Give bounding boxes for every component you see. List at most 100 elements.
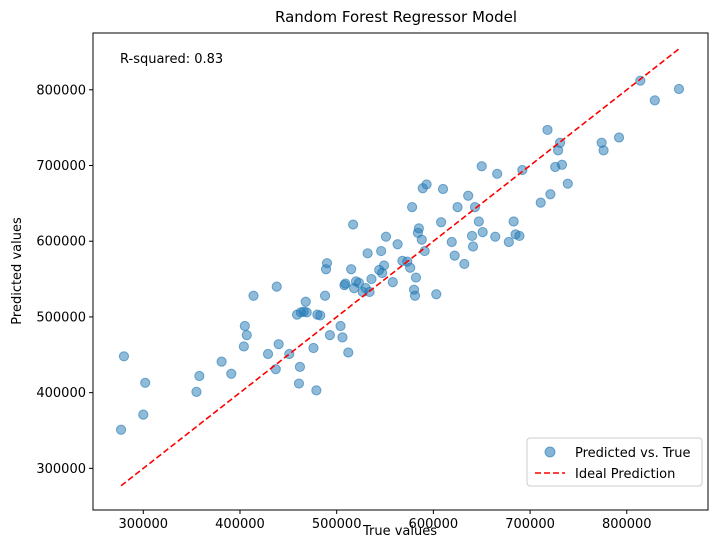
- legend: Predicted vs. True Ideal Prediction: [526, 437, 703, 487]
- scatter-point: [477, 227, 488, 238]
- scatter-point: [273, 339, 284, 350]
- x-tick-label: 600000: [409, 517, 459, 532]
- scatter-point: [556, 159, 568, 170]
- y-axis: 300000 400000 500000 600000 700000 800000: [36, 83, 93, 477]
- x-tick-label: 700000: [505, 517, 555, 532]
- y-tick-label: 500000: [36, 310, 86, 325]
- y-tick-label: 800000: [36, 83, 86, 98]
- scatter-point: [463, 190, 474, 201]
- chart-title: Random Forest Regressor Model: [275, 8, 517, 26]
- plot-area: [92, 32, 709, 511]
- scatter-point: [315, 310, 326, 321]
- scatter-point: [324, 330, 336, 341]
- x-tick-label: 800000: [602, 517, 652, 532]
- scatter-point: [239, 320, 250, 332]
- y-tick-label: 600000: [36, 235, 86, 250]
- scatter-point: [492, 168, 503, 179]
- ideal-prediction-line: [120, 47, 681, 487]
- scatter-point: [508, 216, 519, 227]
- y-tick-label: 400000: [36, 386, 86, 401]
- scatter-point: [293, 378, 305, 389]
- scatter-point: [248, 290, 259, 301]
- scatter-point: [392, 239, 403, 250]
- scatter-point: [416, 234, 427, 245]
- scatter-point: [437, 183, 449, 195]
- scatter-point: [436, 217, 447, 228]
- scatter-point: [337, 332, 348, 343]
- scatter-point: [405, 262, 416, 273]
- x-axis-label: True values: [362, 524, 437, 539]
- scatter-point: [366, 273, 377, 285]
- scatter-point: [613, 132, 625, 143]
- r-squared-annotation: R-squared: 0.83: [120, 52, 223, 67]
- scatter-point: [271, 281, 282, 292]
- scatter-point: [376, 245, 387, 257]
- scatter-point: [294, 361, 306, 372]
- scatter-point: [311, 385, 322, 396]
- scatter-point: [380, 231, 392, 242]
- scatter-point: [598, 145, 609, 156]
- scatter-point: [138, 409, 149, 420]
- x-axis: 300000 400000 500000 600000 700000 800000: [118, 510, 652, 532]
- scatter-point: [467, 241, 479, 252]
- x-tick-label: 400000: [215, 517, 265, 532]
- scatter-point: [387, 277, 398, 288]
- scatter-point: [514, 230, 525, 242]
- scatter-point: [431, 289, 442, 300]
- scatter-point: [241, 330, 252, 341]
- scatter-point: [343, 347, 354, 358]
- scatter-point: [321, 258, 333, 269]
- scatter-point: [140, 377, 151, 388]
- scatter-point: [308, 342, 319, 354]
- scatter-point: [476, 161, 487, 172]
- scatter-point: [262, 348, 274, 360]
- scatter-point: [348, 219, 359, 230]
- scatter-point: [562, 178, 573, 189]
- scatter-point: [216, 356, 227, 367]
- scatter-point: [466, 230, 478, 242]
- scatter-point: [362, 248, 373, 259]
- scatter-point: [473, 216, 484, 227]
- scatter-point: [270, 364, 281, 375]
- scatter-point: [649, 95, 660, 106]
- scatter-point: [319, 290, 331, 301]
- scatter-point: [413, 223, 424, 234]
- scatter-point: [469, 202, 481, 213]
- scatter-point: [115, 424, 127, 435]
- scatter-point: [535, 197, 546, 208]
- scatter-point: [449, 250, 460, 261]
- scatter-point: [346, 264, 357, 275]
- scatter-point: [226, 368, 237, 379]
- scatter-point: [191, 386, 202, 397]
- scatter-point: [459, 258, 470, 270]
- scatter-point: [118, 351, 130, 362]
- y-tick-label: 700000: [36, 159, 86, 174]
- scatter-point: [490, 231, 501, 242]
- y-axis-label: Predicted values: [10, 217, 25, 325]
- scatter-point: [421, 179, 432, 190]
- scatter-point: [238, 341, 249, 352]
- scatter-point: [300, 296, 311, 307]
- scatter-point: [446, 236, 457, 248]
- x-tick-label: 300000: [118, 517, 168, 532]
- scatter-point: [542, 124, 553, 136]
- scatter-point: [194, 370, 205, 382]
- scatter-point: [452, 202, 463, 213]
- scatter-point: [340, 278, 351, 289]
- y-tick-label: 300000: [36, 462, 86, 477]
- scatter-point: [378, 260, 390, 271]
- legend-label-ideal: Ideal Prediction: [575, 467, 675, 482]
- scatter-point: [673, 83, 685, 95]
- scatter-point: [410, 272, 422, 283]
- scatter-point: [407, 202, 418, 213]
- scatter-point: [635, 75, 646, 86]
- scatter-point: [409, 290, 421, 301]
- scatter-point: [545, 189, 556, 200]
- scatter-point: [353, 277, 365, 288]
- legend-marker-predicted: [544, 446, 556, 458]
- scatter-points: [115, 75, 685, 435]
- x-tick-label: 500000: [312, 517, 362, 532]
- scatter-point: [503, 236, 514, 248]
- scatter-point: [335, 320, 346, 332]
